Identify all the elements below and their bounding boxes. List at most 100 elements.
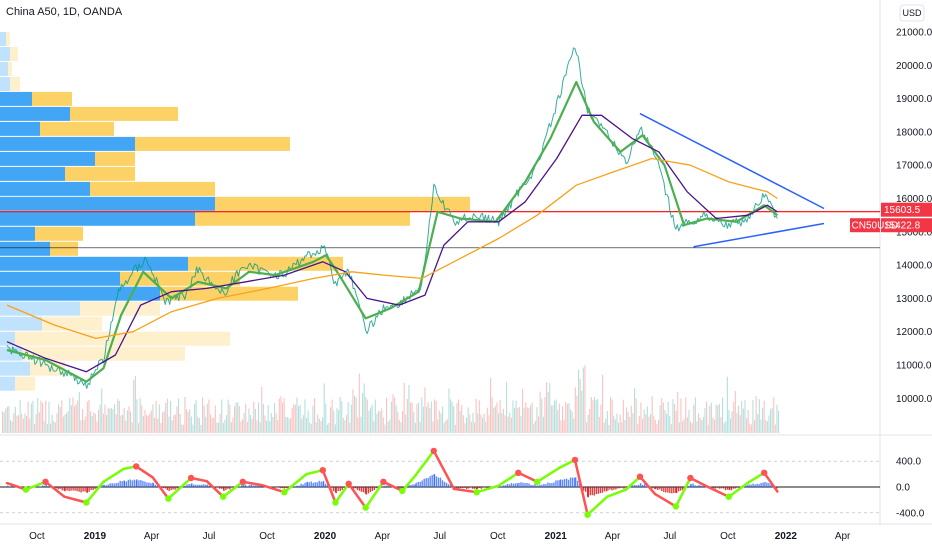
triangle-trendlines[interactable] bbox=[639, 112, 825, 248]
profile-sell-bar bbox=[42, 316, 102, 331]
volume-bar bbox=[210, 414, 212, 433]
osc-histogram-bar bbox=[449, 484, 452, 487]
volume-bar bbox=[64, 414, 66, 433]
volume-bar bbox=[2, 411, 4, 433]
volume-bar bbox=[61, 400, 63, 433]
volume-bar bbox=[518, 406, 520, 433]
volume-bar bbox=[717, 405, 719, 433]
price-tick-label: 15000.0 bbox=[896, 227, 932, 238]
volume-bar bbox=[157, 418, 159, 433]
osc-histogram-bar bbox=[750, 484, 752, 487]
price-tick-label: 10000.0 bbox=[896, 394, 932, 405]
volume-bar bbox=[419, 421, 421, 433]
volume-bar bbox=[384, 424, 386, 433]
volume-bar bbox=[555, 399, 557, 433]
volume-bar bbox=[83, 419, 85, 433]
osc-histogram-bar bbox=[712, 487, 715, 489]
volume-bar bbox=[469, 414, 471, 433]
volume-bar bbox=[258, 402, 260, 433]
osc-histogram-bar bbox=[563, 479, 566, 487]
volume-bar bbox=[106, 415, 108, 433]
volume-bar bbox=[120, 415, 122, 433]
osc-histogram-bar bbox=[47, 486, 49, 487]
volume-bar bbox=[483, 413, 485, 433]
volume-bar bbox=[381, 408, 383, 433]
osc-histogram-bar bbox=[613, 487, 615, 490]
volume-bar bbox=[3, 412, 5, 433]
volume-bar bbox=[309, 422, 311, 433]
volume-bar bbox=[450, 399, 452, 433]
volume-bar bbox=[630, 405, 632, 433]
osc-histogram-bar bbox=[107, 484, 109, 487]
volume-bar bbox=[685, 397, 687, 433]
osc-histogram-bar bbox=[205, 484, 207, 487]
profile-buy-bar bbox=[0, 91, 32, 106]
volume-bar bbox=[467, 407, 469, 433]
symbol-title[interactable]: China A50, 1D, OANDA bbox=[6, 6, 123, 18]
volume-bar bbox=[458, 399, 460, 433]
osc-signal-dot bbox=[133, 463, 140, 470]
osc-histogram-bar bbox=[758, 484, 760, 487]
volume-bar bbox=[744, 400, 746, 433]
osc-histogram-bar bbox=[730, 487, 733, 491]
osc-signal-dot bbox=[571, 456, 579, 464]
osc-line-segment bbox=[401, 474, 417, 493]
osc-histogram-bar bbox=[502, 485, 505, 487]
osc-histogram-bar bbox=[358, 487, 361, 491]
volume-bar bbox=[315, 422, 317, 433]
volume-bar bbox=[134, 376, 136, 433]
volume-bar bbox=[75, 404, 77, 433]
volume-bar bbox=[731, 411, 733, 433]
volume-bar bbox=[294, 404, 296, 433]
volume-bar bbox=[768, 415, 770, 433]
volume-bar bbox=[48, 401, 50, 433]
volume-bar bbox=[728, 409, 730, 433]
osc-histogram-bar bbox=[474, 487, 476, 489]
osc-histogram-bar bbox=[352, 487, 355, 489]
volume-bar bbox=[213, 417, 215, 433]
osc-histogram-bar bbox=[665, 487, 667, 493]
volume-bar bbox=[627, 412, 629, 433]
volume-bar bbox=[554, 400, 556, 433]
volume-bar bbox=[722, 397, 724, 433]
osc-histogram-bar bbox=[555, 480, 557, 487]
volume-bar bbox=[661, 398, 663, 433]
osc-histogram-bar bbox=[223, 487, 225, 492]
volume-bar bbox=[328, 422, 330, 433]
volume-bar bbox=[526, 407, 528, 433]
volume-bar bbox=[397, 411, 399, 433]
volume-bar bbox=[235, 402, 237, 433]
osc-histogram-bar bbox=[675, 487, 678, 494]
osc-histogram-bar bbox=[254, 485, 257, 487]
volume-bar bbox=[590, 397, 592, 433]
volume-bar bbox=[286, 417, 288, 433]
osc-histogram-bar bbox=[369, 487, 372, 493]
volume-bar bbox=[342, 418, 344, 433]
volume-bar bbox=[563, 419, 565, 433]
osc-histogram-bar bbox=[636, 485, 638, 487]
osc-signal-dot bbox=[83, 499, 90, 506]
osc-line-segment bbox=[432, 449, 456, 491]
volume-bar bbox=[578, 369, 580, 433]
profile-sell-bar bbox=[188, 256, 343, 271]
volume-bar bbox=[637, 423, 639, 433]
osc-histogram-bar bbox=[508, 484, 511, 487]
osc-histogram-bar bbox=[172, 487, 174, 490]
time-tick-label: Apr bbox=[835, 531, 851, 542]
volume-bar bbox=[638, 415, 640, 433]
volume-bar bbox=[602, 374, 604, 433]
volume-bar bbox=[8, 406, 10, 433]
volume-bar bbox=[42, 402, 44, 433]
volume-bar bbox=[691, 423, 693, 433]
osc-signal-dot bbox=[345, 480, 352, 487]
volume-bar bbox=[149, 413, 151, 433]
volume-bar bbox=[472, 412, 474, 433]
volume-bar bbox=[667, 401, 669, 433]
osc-histogram-bar bbox=[365, 487, 368, 495]
volume-bar bbox=[347, 402, 349, 433]
currency-button[interactable]: USD bbox=[899, 4, 925, 22]
osc-histogram-bar bbox=[421, 480, 423, 487]
osc-histogram-bar bbox=[591, 487, 593, 496]
profile-sell-bar bbox=[65, 166, 135, 181]
